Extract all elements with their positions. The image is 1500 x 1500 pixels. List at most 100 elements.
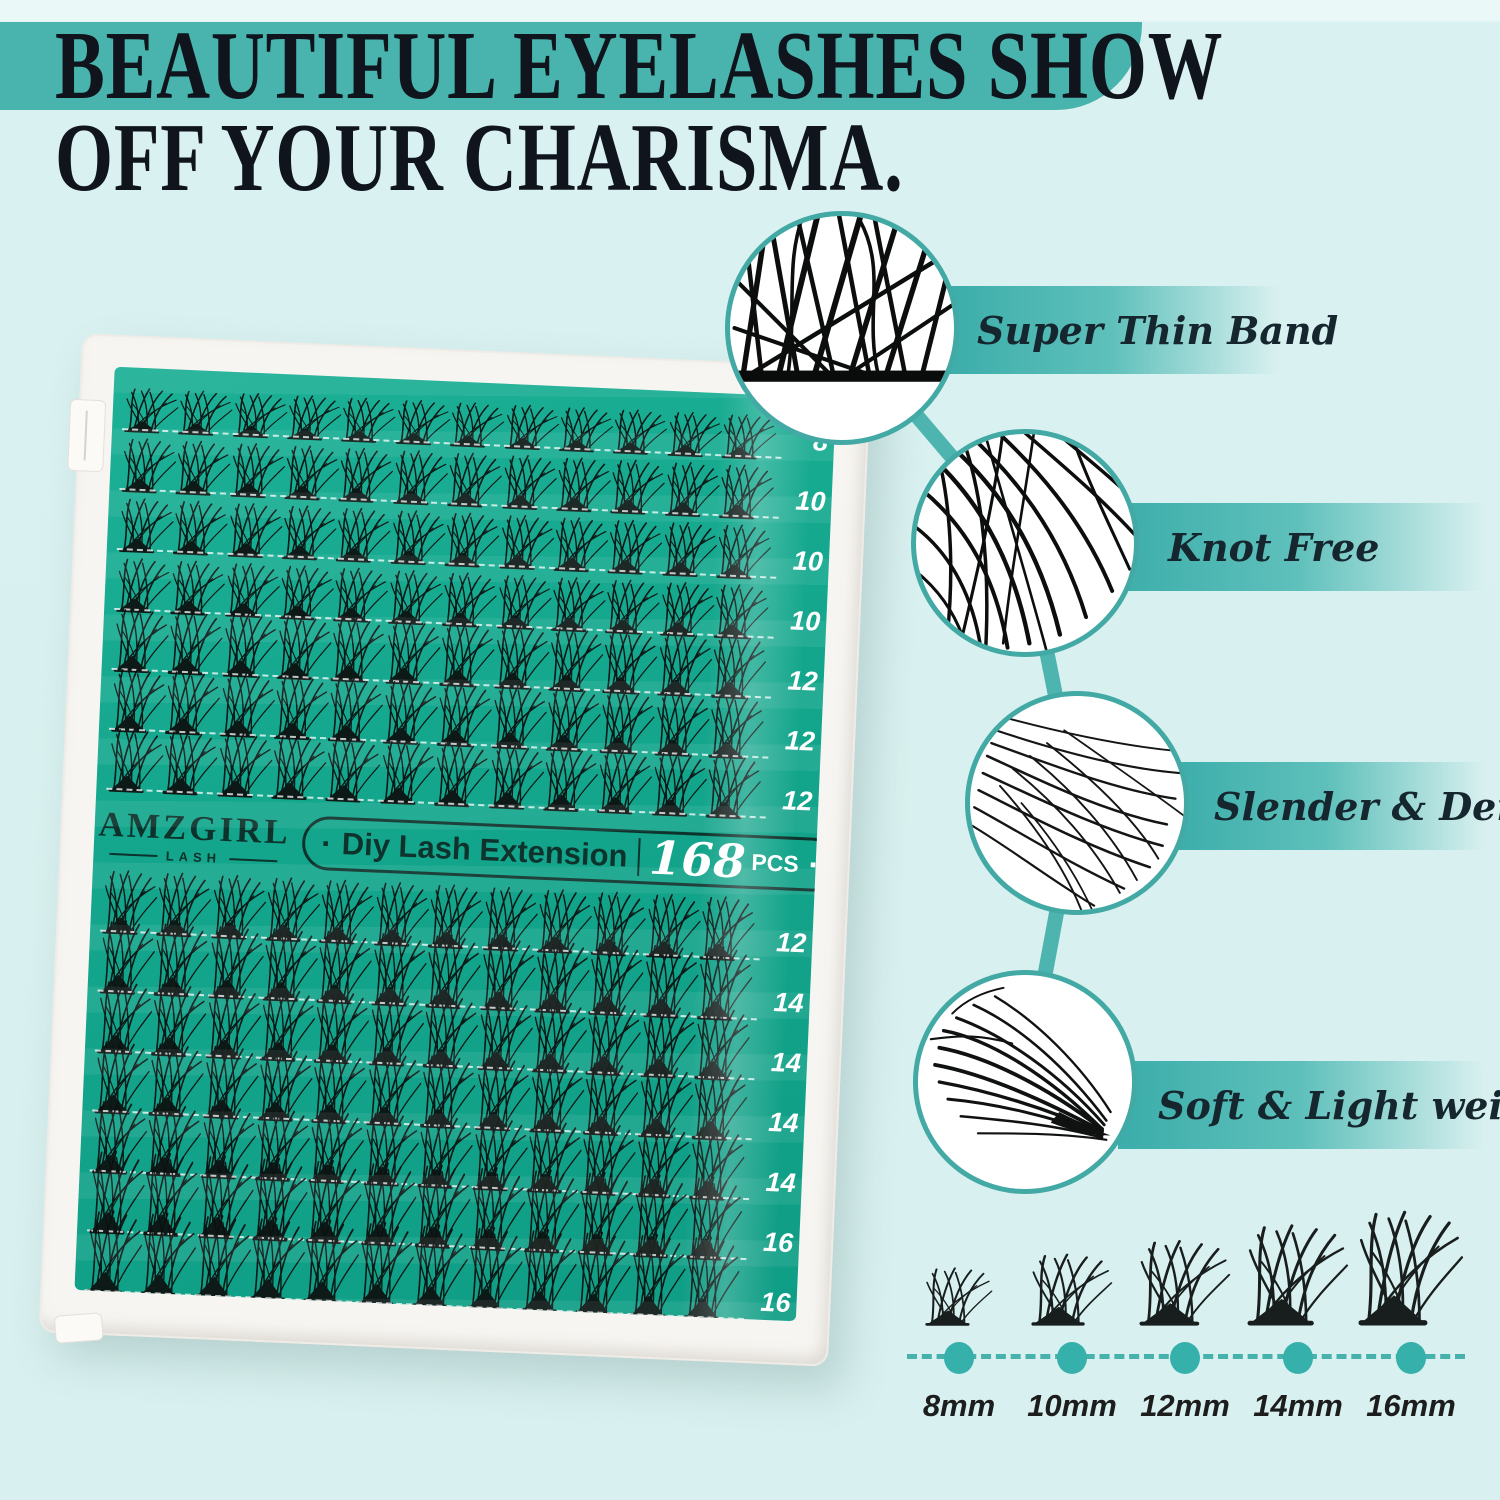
lash-macro-soft-light bbox=[929, 986, 1112, 1141]
lash-cluster bbox=[444, 511, 501, 569]
size-dot bbox=[1283, 1342, 1313, 1374]
row-size-label: 10 bbox=[792, 545, 824, 577]
callout-circle-knot-free bbox=[911, 429, 1139, 657]
lash-cluster bbox=[667, 410, 723, 459]
lash-cluster bbox=[1247, 1222, 1349, 1326]
lash-cluster bbox=[439, 621, 497, 689]
lash-cluster bbox=[651, 750, 709, 818]
lash-cluster bbox=[287, 393, 343, 442]
row-size-label: 16 bbox=[759, 1286, 792, 1319]
lash-cluster bbox=[711, 633, 768, 701]
lash-cluster bbox=[553, 515, 610, 574]
lash-cluster bbox=[629, 1232, 688, 1319]
row-size-label: 12 bbox=[781, 785, 814, 817]
lash-cluster bbox=[124, 386, 180, 435]
zipper-slider bbox=[67, 398, 107, 473]
lash-cluster bbox=[330, 616, 388, 684]
lash-cluster bbox=[273, 674, 331, 741]
heading-line-1: BEAUTIFUL EYELASHES SHOW bbox=[55, 12, 1224, 119]
piece-count-unit: PCS bbox=[750, 848, 800, 877]
lash-rows-top: 8101010121212 bbox=[96, 367, 836, 824]
callout-band-slender-dense: Slender & Dense bbox=[1168, 762, 1500, 850]
lash-cluster bbox=[716, 522, 773, 581]
lash-cluster bbox=[230, 441, 287, 499]
product-label: Diy Lash Extension bbox=[341, 826, 629, 874]
lash-cluster bbox=[662, 520, 719, 578]
lash-cluster bbox=[284, 444, 341, 502]
lash-cluster bbox=[610, 458, 667, 516]
size-cluster bbox=[1358, 1206, 1464, 1326]
lash-cluster bbox=[656, 630, 714, 698]
lash-cluster bbox=[602, 628, 660, 696]
lash-cluster bbox=[1358, 1208, 1464, 1326]
lash-cluster bbox=[719, 462, 776, 521]
lash-cluster bbox=[341, 396, 398, 445]
lash-cluster bbox=[86, 1208, 145, 1296]
lash-cluster bbox=[493, 623, 551, 691]
size-item: 10mm bbox=[1018, 1206, 1126, 1424]
row-size-label: 10 bbox=[794, 485, 827, 517]
lash-cluster bbox=[194, 1213, 253, 1301]
lash-cluster bbox=[232, 391, 289, 440]
size-item: 8mm bbox=[905, 1206, 1013, 1424]
lash-cluster bbox=[336, 506, 393, 564]
lash-row: 16 bbox=[74, 1208, 798, 1322]
lash-cluster bbox=[217, 731, 274, 799]
lash-cluster bbox=[382, 678, 440, 746]
heading-line-2: OFF YOUR CHARISMA. bbox=[55, 104, 904, 211]
lash-cluster bbox=[175, 439, 232, 497]
lash-cluster bbox=[1139, 1238, 1231, 1326]
lash-cluster bbox=[111, 666, 168, 734]
size-cluster bbox=[1031, 1206, 1113, 1326]
pill-dot-right: · bbox=[807, 846, 821, 883]
lash-cluster bbox=[654, 690, 711, 758]
brand-block: AMZGIRL LASH bbox=[98, 804, 292, 868]
row-size-label: 16 bbox=[762, 1226, 794, 1259]
size-dot bbox=[944, 1342, 974, 1374]
lash-cluster bbox=[1031, 1252, 1113, 1326]
lash-cluster bbox=[488, 743, 546, 811]
row-size-label: 12 bbox=[775, 927, 807, 959]
lash-cluster bbox=[276, 614, 334, 682]
pill-divider bbox=[636, 837, 641, 877]
size-dot bbox=[1170, 1342, 1200, 1374]
row-size-label: 12 bbox=[787, 665, 819, 697]
lash-cluster bbox=[545, 685, 603, 753]
lash-cluster bbox=[357, 1220, 416, 1308]
pill-dot-left: · bbox=[320, 825, 333, 862]
callout-label: Slender & Dense bbox=[1214, 783, 1500, 829]
row-size-label: 10 bbox=[789, 605, 821, 637]
lash-cluster bbox=[664, 460, 721, 518]
lash-cluster bbox=[119, 496, 176, 555]
row-size-label: 14 bbox=[770, 1047, 802, 1079]
lash-cluster bbox=[385, 618, 442, 686]
callout-band-soft-lightweight: Soft & Light weight bbox=[1118, 1061, 1500, 1149]
lash-cluster bbox=[393, 448, 450, 507]
lash-cluster bbox=[328, 676, 385, 744]
lash-cluster bbox=[705, 752, 763, 820]
row-size-label: 14 bbox=[772, 987, 805, 1019]
lash-cluster bbox=[548, 625, 605, 693]
lash-cluster bbox=[501, 453, 558, 511]
size-item: 16mm bbox=[1357, 1206, 1465, 1424]
lash-macro-knot-free bbox=[916, 434, 1134, 652]
lash-cluster bbox=[434, 741, 491, 809]
lash-cluster bbox=[108, 726, 166, 794]
size-items: 8mm 10mm 12mm 14mm 16mm bbox=[905, 1206, 1465, 1424]
callout-circle-super-thin-band bbox=[725, 211, 959, 445]
lash-cluster bbox=[219, 671, 277, 739]
lash-cluster bbox=[271, 733, 328, 801]
lash-cluster bbox=[303, 1218, 362, 1305]
lash-cluster bbox=[162, 729, 220, 797]
lash-cluster bbox=[379, 738, 437, 806]
callout-circle-soft-lightweight bbox=[913, 970, 1137, 1194]
lash-cluster bbox=[499, 513, 556, 571]
lash-cluster bbox=[281, 503, 338, 562]
lash-cluster bbox=[575, 1230, 633, 1317]
brand-name: AMZGIRL bbox=[97, 804, 292, 852]
callout-band-super-thin-band: Super Thin Band bbox=[945, 286, 1338, 374]
size-dot bbox=[1057, 1342, 1087, 1374]
lash-cluster bbox=[683, 1234, 742, 1322]
size-dot bbox=[1396, 1342, 1426, 1374]
